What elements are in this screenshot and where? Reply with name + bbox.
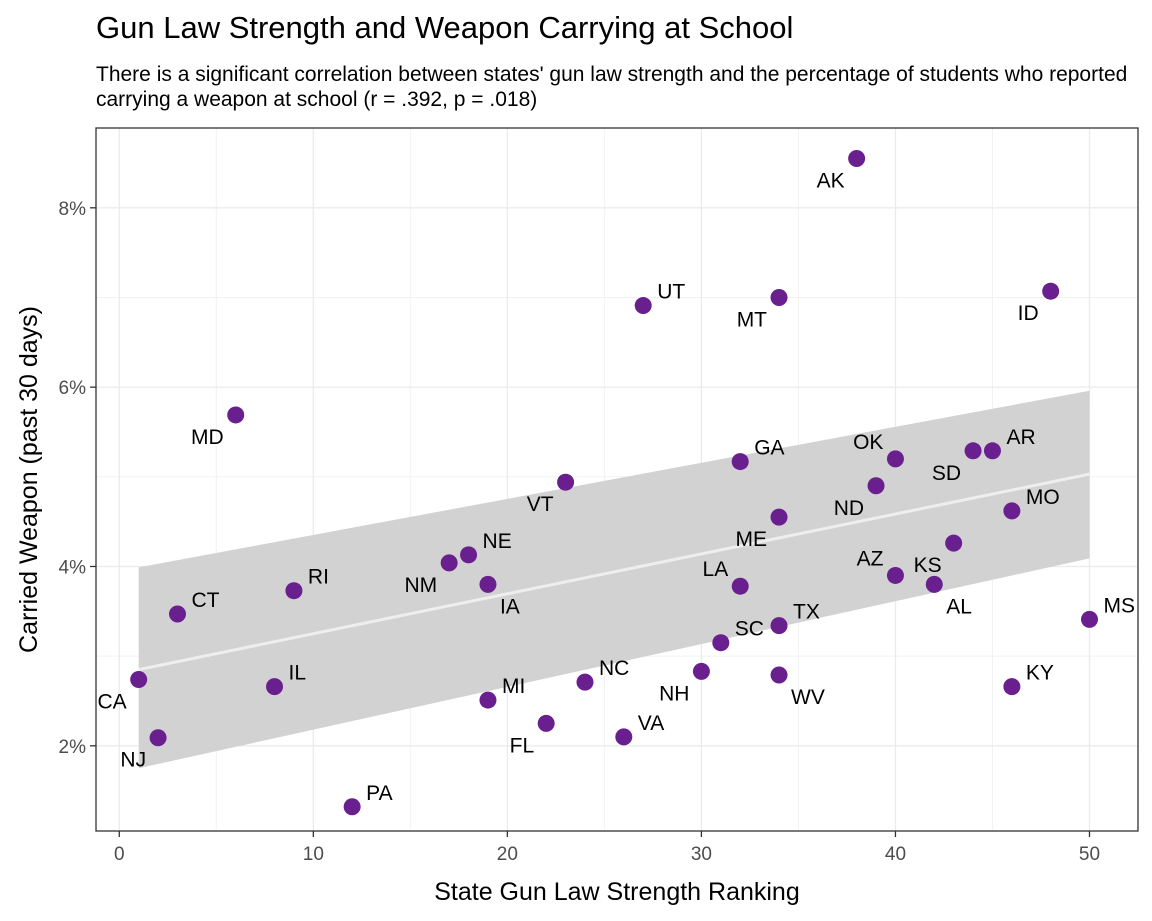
point-label-ut: UT [657, 281, 685, 304]
point-label-ok: OK [853, 431, 883, 454]
data-point-mi [479, 691, 497, 709]
chart-subtitle: There is a significant correlation betwe… [96, 63, 1128, 111]
point-label-az: AZ [857, 547, 884, 570]
point-label-layer: AK UT MT ID MD GA OK SD AR VT ND MO ME NE NM AZ KS RI IA LA… [98, 169, 1135, 804]
data-point-sc [712, 634, 730, 652]
point-label-al: AL [946, 595, 972, 618]
point-label-nm: NM [404, 574, 437, 597]
x-tick-label: 20 [497, 844, 518, 865]
y-axis-title: Carried Weapon (past 30 days) [15, 306, 43, 653]
data-point-ok [886, 450, 904, 468]
data-point-md [227, 406, 245, 424]
data-point-il [266, 678, 284, 696]
point-label-mi: MI [502, 675, 525, 698]
point-label-nh: NH [659, 682, 689, 705]
data-point-ri [285, 582, 303, 600]
point-label-ky: KY [1026, 662, 1054, 685]
data-point-nc [576, 673, 594, 691]
x-tick-label: 10 [303, 844, 324, 865]
data-point-vt [557, 473, 575, 491]
x-axis-title: State Gun Law Strength Ranking [434, 878, 800, 906]
data-point-sd [964, 442, 982, 460]
panel-border [95, 127, 1139, 832]
point-label-ms: MS [1103, 594, 1135, 617]
data-point-ia [479, 575, 497, 593]
point-label-wv: WV [791, 686, 825, 709]
trend-line [138, 472, 1090, 672]
data-point-nm [440, 554, 458, 572]
point-label-fl: FL [510, 734, 535, 757]
confidence-band-layer [138, 390, 1090, 769]
y-tick-label: 4% [59, 557, 87, 578]
x-tick-label: 50 [1079, 844, 1100, 865]
data-point-mo [1003, 502, 1021, 520]
point-label-nj: NJ [120, 749, 146, 772]
data-point-ar [983, 442, 1001, 460]
data-point-ga [731, 453, 749, 471]
x-tick-label: 40 [885, 844, 906, 865]
point-label-ne: NE [483, 530, 512, 553]
data-point-ut [634, 297, 652, 315]
point-label-ri: RI [308, 566, 329, 589]
data-point-va [615, 728, 633, 746]
data-point-ky [1003, 678, 1021, 696]
data-point-id [1042, 282, 1060, 300]
point-label-ks: KS [914, 554, 942, 577]
data-point-ak [848, 149, 866, 167]
data-point-la [731, 577, 749, 595]
x-tick-label: 0 [114, 844, 125, 865]
point-layer [130, 149, 1098, 816]
data-point-pa [343, 798, 361, 816]
data-point-nj [149, 729, 167, 747]
data-point-az [886, 566, 904, 584]
data-point-ca [130, 670, 148, 688]
point-label-nc: NC [599, 657, 629, 680]
point-label-ca: CA [98, 690, 127, 713]
point-label-sc: SC [735, 618, 764, 641]
point-label-nd: ND [834, 497, 864, 520]
data-point-fl [537, 714, 555, 732]
confidence-band [138, 390, 1090, 769]
point-label-ia: IA [500, 595, 520, 618]
point-label-va: VA [638, 712, 664, 735]
point-label-tx: TX [793, 601, 820, 624]
point-label-id: ID [1018, 302, 1039, 325]
y-tick-label: 6% [59, 378, 87, 399]
axis-layer: 0 10 20 30 40 50 2% 4% 6% 8% [59, 199, 1101, 865]
data-point-ms [1080, 610, 1098, 628]
data-point-ne [460, 546, 478, 564]
point-label-sd: SD [932, 462, 961, 485]
point-label-ak: AK [817, 169, 845, 192]
data-point-nh [692, 662, 710, 680]
point-label-mo: MO [1026, 486, 1060, 509]
x-tick-label: 30 [691, 844, 712, 865]
point-label-ga: GA [754, 437, 784, 460]
point-label-pa: PA [366, 782, 392, 805]
point-label-il: IL [289, 662, 307, 685]
point-label-vt: VT [527, 493, 554, 516]
point-label-md: MD [191, 426, 224, 449]
data-point-wv [770, 666, 788, 684]
data-point-ks [945, 534, 963, 552]
y-tick-label: 8% [59, 199, 87, 220]
point-label-mt: MT [737, 308, 767, 331]
data-point-ct [168, 605, 186, 623]
point-label-ar: AR [1006, 426, 1035, 449]
point-label-me: ME [736, 528, 768, 551]
point-label-ct: CT [191, 589, 219, 612]
data-point-nd [867, 477, 885, 495]
y-tick-label: 2% [59, 737, 87, 758]
chart-title: Gun Law Strength and Weapon Carrying at … [96, 10, 794, 45]
data-point-al [925, 575, 943, 593]
data-point-tx [770, 617, 788, 635]
data-point-me [770, 508, 788, 526]
data-point-mt [770, 288, 788, 306]
point-label-la: LA [703, 558, 729, 581]
